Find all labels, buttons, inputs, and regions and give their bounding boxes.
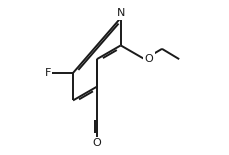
Text: O: O xyxy=(92,138,101,148)
Text: F: F xyxy=(44,68,51,78)
Text: N: N xyxy=(116,8,124,18)
Text: O: O xyxy=(144,54,153,64)
